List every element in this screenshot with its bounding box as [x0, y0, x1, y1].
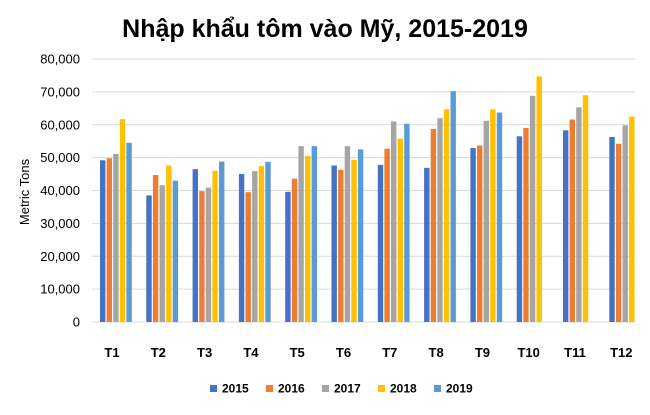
bar-2015-T5	[285, 191, 291, 322]
y-tick-label: 0	[73, 315, 80, 330]
y-tick-label: 20,000	[40, 249, 80, 264]
x-tick-labels: T1 T2 T3 T4 T5 T6 T7 T8 T9 T10 T11 T12	[104, 345, 632, 360]
bar-2017-T5	[298, 146, 304, 322]
bar-2016-T9	[477, 145, 483, 322]
x-tick-label: T9	[475, 345, 490, 360]
bar-2017-T10	[529, 95, 536, 322]
legend-swatch	[322, 385, 329, 392]
bar-2015-T9	[470, 148, 476, 322]
bar-2018-T9	[490, 109, 496, 322]
y-tick-label: 30,000	[40, 216, 80, 231]
bar-2016-T12	[615, 143, 622, 322]
legend-swatch	[378, 385, 385, 392]
x-tick-label: T3	[197, 345, 212, 360]
bar-2019-T2	[172, 180, 179, 322]
bar-2018-T10	[536, 76, 542, 322]
legend-label: 2015	[222, 382, 249, 396]
x-tick-label: T5	[290, 345, 305, 360]
bar-2016-T3	[199, 191, 205, 322]
y-tick-label: 40,000	[40, 183, 80, 198]
bar-2018-T6	[351, 159, 357, 322]
bar-2015-T4	[238, 174, 245, 322]
bar-2018-T1	[119, 119, 126, 322]
bar-2019-T6	[357, 149, 364, 322]
bar-2017-T2	[159, 185, 165, 322]
bar-2017-T6	[344, 146, 351, 322]
bar-2018-T8	[443, 109, 450, 322]
bar-2016-T1	[106, 158, 112, 322]
x-tick-label: T1	[104, 345, 119, 360]
x-tick-label: T7	[382, 345, 397, 360]
bar-2015-T2	[146, 195, 152, 322]
bar-2018-T3	[212, 170, 218, 322]
bar-2019-T4	[265, 161, 271, 322]
y-axis-label: Metric Tons	[17, 158, 32, 225]
bar-2017-T1	[113, 154, 119, 322]
x-tick-label: T10	[517, 345, 539, 360]
y-tick-label: 80,000	[40, 52, 80, 67]
bar-2018-T7	[397, 138, 403, 322]
bar-2017-T8	[437, 118, 443, 322]
legend: 2015 2016 2017 2018 2019	[210, 382, 473, 396]
bar-2016-T8	[430, 129, 437, 322]
bar-2017-T4	[252, 171, 258, 322]
bar-2015-T7	[377, 164, 384, 322]
bar-2019-T5	[311, 146, 317, 322]
bar-2016-T10	[523, 128, 529, 322]
bar-2015-T8	[424, 167, 430, 322]
y-tick-label: 60,000	[40, 117, 80, 132]
y-tick-labels: 0 10,000 20,000 30,000 40,000 50,000 60,000 70,…	[40, 52, 80, 330]
x-tick-label: T2	[151, 345, 166, 360]
gridlines	[92, 58, 635, 323]
bar-2018-T12	[629, 116, 635, 322]
bar-2015-T10	[516, 136, 523, 322]
legend-swatch	[434, 385, 441, 392]
bar-2015-T1	[100, 160, 106, 322]
bar-2017-T12	[622, 125, 628, 322]
legend-label: 2018	[390, 382, 417, 396]
legend-label: 2019	[446, 382, 473, 396]
bar-2017-T9	[483, 120, 489, 323]
y-tick-label: 10,000	[40, 282, 80, 297]
x-tick-label: T6	[336, 345, 351, 360]
bar-2019-T3	[219, 161, 225, 322]
bar-2015-T3	[192, 169, 198, 322]
bar-2019-T7	[404, 123, 410, 322]
bars	[100, 76, 635, 323]
bar-2016-T7	[384, 148, 390, 322]
bar-2016-T2	[152, 175, 159, 322]
bar-2016-T11	[569, 119, 575, 323]
legend-label: 2016	[278, 382, 305, 396]
y-tick-label: 50,000	[40, 150, 80, 165]
legend-swatch	[210, 385, 217, 392]
bar-2015-T6	[331, 165, 337, 322]
legend-label: 2017	[334, 382, 361, 396]
y-tick-label: 70,000	[40, 84, 80, 99]
bar-2018-T5	[305, 155, 311, 322]
bar-2016-T5	[291, 178, 298, 322]
bar-2018-T4	[258, 166, 265, 322]
bar-2019-T1	[126, 142, 132, 322]
x-tick-label: T12	[610, 345, 632, 360]
bar-2017-T11	[576, 107, 582, 322]
bar-2017-T3	[205, 187, 212, 322]
legend-swatch	[266, 385, 273, 392]
bar-2016-T6	[338, 169, 344, 322]
bar-2019-T8	[450, 91, 456, 322]
x-tick-label: T4	[243, 345, 259, 360]
bar-2019-T9	[496, 112, 503, 323]
bar-2018-T2	[166, 165, 172, 322]
bar-2018-T11	[582, 95, 589, 322]
chart-title: Nhập khẩu tôm vào Mỹ, 2015-2019	[122, 15, 528, 43]
bar-2017-T7	[391, 121, 397, 323]
bar-2016-T4	[245, 192, 251, 322]
bar-2015-T12	[609, 136, 615, 322]
bar-2015-T11	[563, 130, 569, 322]
x-tick-label: T11	[564, 345, 586, 360]
x-tick-label: T8	[429, 345, 444, 360]
